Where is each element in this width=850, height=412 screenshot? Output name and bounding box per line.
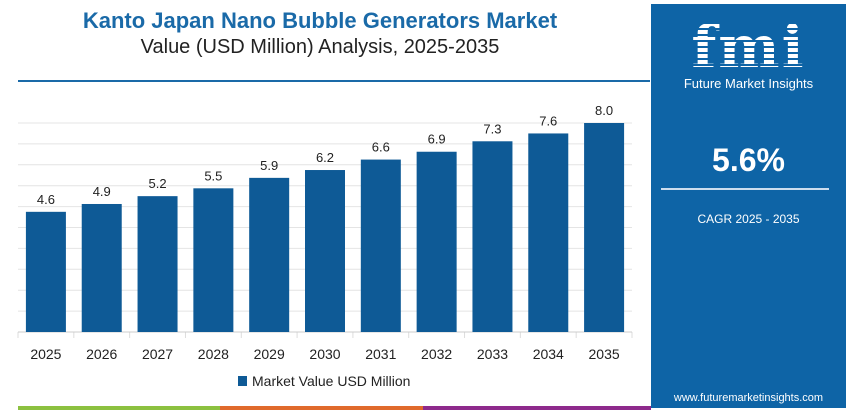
x-tick-label-2030: 2030 [309,346,340,362]
chart-subtitle: Value (USD Million) Analysis, 2025-2035 [140,36,500,58]
x-tick-label-2034: 2034 [533,346,564,362]
fmi-logo: fmi [651,18,846,76]
data-label-2032: 6.9 [428,132,446,147]
bar-chart: 4.6 2025 4.9 2026 5.2 2027 5.5 2028 5.9 2029 6.2 20… [17,103,633,389]
logo-subtitle: Future Market Insights [683,76,814,91]
x-tick-label-2029: 2029 [254,346,285,362]
bar-2033 [472,141,513,332]
data-label-2034: 7.6 [539,113,557,128]
bar-2028 [193,188,234,332]
data-label-2031: 6.6 [372,140,390,155]
x-tick-label-2031: 2031 [365,346,396,362]
info-panel: fmi Future Market Insights 5.6% CAGR 202… [651,4,846,408]
data-label-2029: 5.9 [260,158,278,173]
x-tick-label-2026: 2026 [86,346,117,362]
x-tick-label-2032: 2032 [421,346,452,362]
panel-divider [661,188,829,190]
data-label-2027: 5.2 [149,176,167,191]
stripe-orange [220,406,423,410]
x-tick-label-2028: 2028 [198,346,229,362]
x-tick-label-2035: 2035 [589,346,620,362]
data-label-2025: 4.6 [37,192,55,207]
legend-label: Market Value USD Million [252,373,410,389]
data-label-2028: 5.5 [204,168,222,183]
legend-swatch [238,376,247,386]
bar-2032 [416,151,457,332]
bar-2025 [25,211,66,332]
data-label-2030: 6.2 [316,150,334,165]
bar-2027 [137,196,178,332]
bar-2030 [305,170,345,332]
website-link[interactable]: www.futuremarketinsights.com [673,392,824,404]
bar-2031 [360,159,401,332]
data-label-2026: 4.9 [93,184,111,199]
chart-title: Kanto Japan Nano Bubble Generators Marke… [82,8,558,33]
x-tick-label-2027: 2027 [142,346,173,362]
title-divider [18,80,650,82]
x-tick-label-2025: 2025 [30,346,61,362]
stripe-green [18,406,220,410]
bar-2026 [81,203,122,332]
x-tick-label-2033: 2033 [477,346,508,362]
data-label-2033: 7.3 [483,121,501,136]
cagr-value: 5.6% [712,142,785,178]
bar-2029 [249,177,290,332]
stripe-purple [423,406,651,410]
cagr-label: CAGR 2025 - 2035 [697,212,800,226]
bar-2035 [584,123,625,332]
data-label-2035: 8.0 [595,103,613,118]
bar-2034 [528,133,569,332]
